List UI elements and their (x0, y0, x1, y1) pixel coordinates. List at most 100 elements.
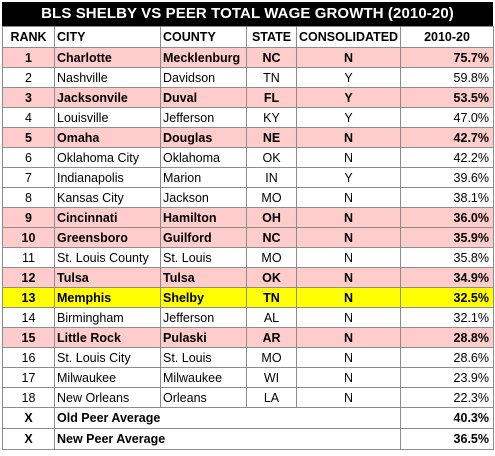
cell-rank: 2 (2, 67, 55, 88)
cell-consolidated: N (296, 347, 401, 368)
table-row: 3 Jacksonvile Duval FL Y 53.5% (2, 87, 494, 108)
cell-consolidated: N (296, 307, 401, 328)
cell-city: Greensboro (54, 227, 161, 248)
cell-county: Jefferson (160, 107, 247, 128)
cell-county: Jefferson (160, 307, 247, 328)
cell-county: Mecklenburg (160, 47, 247, 68)
cell-city: Kansas City (54, 187, 161, 208)
table-row: 15 Little Rock Pulaski AR N 28.8% (2, 327, 494, 348)
cell-rank: 9 (2, 207, 55, 228)
cell-county: Hamilton (160, 207, 247, 228)
cell-city: Charlotte (54, 47, 161, 68)
cell-state: AL (246, 307, 297, 328)
cell-growth: 32.5% (400, 287, 494, 308)
cell-state: WI (246, 367, 297, 388)
cell-state: NC (246, 47, 297, 68)
cell-county: Marion (160, 167, 247, 188)
cell-state: IN (246, 167, 297, 188)
cell-state: AR (246, 327, 297, 348)
cell-growth: 53.5% (400, 87, 494, 108)
cell-growth: 59.8% (400, 67, 494, 88)
cell-growth: 42.7% (400, 127, 494, 148)
average-rank: X (2, 428, 55, 450)
cell-rank: 1 (2, 47, 55, 68)
cell-county: St. Louis (160, 347, 247, 368)
cell-rank: 17 (2, 367, 55, 388)
table-body: RANK CITY COUNTY STATE CONSOLIDATED 2010… (2, 26, 494, 450)
cell-rank: 7 (2, 167, 55, 188)
wage-growth-table: RANK CITY COUNTY STATE CONSOLIDATED 2010… (2, 26, 494, 450)
cell-rank: 5 (2, 127, 55, 148)
header-county: COUNTY (160, 26, 247, 48)
cell-county: Shelby (160, 287, 247, 308)
cell-growth: 39.6% (400, 167, 494, 188)
cell-county: Douglas (160, 127, 247, 148)
average-rank: X (2, 407, 55, 429)
cell-county: Jackson (160, 187, 247, 208)
table-row: 10 Greensboro Guilford NC N 35.9% (2, 227, 494, 248)
cell-city: Jacksonvile (54, 87, 161, 108)
cell-city: Birmingham (54, 307, 161, 328)
cell-consolidated: Y (296, 167, 401, 188)
cell-consolidated: Y (296, 107, 401, 128)
table-row: 9 Cincinnati Hamilton OH N 36.0% (2, 207, 494, 228)
cell-consolidated: N (296, 187, 401, 208)
cell-rank: 11 (2, 247, 55, 268)
table-row: 17 Milwaukee Milwaukee WI N 23.9% (2, 367, 494, 388)
cell-growth: 35.8% (400, 247, 494, 268)
cell-city: New Orleans (54, 387, 161, 408)
cell-consolidated: Y (296, 87, 401, 108)
cell-city: Oklahoma City (54, 147, 161, 168)
cell-state: NE (246, 127, 297, 148)
cell-rank: 15 (2, 327, 55, 348)
cell-growth: 35.9% (400, 227, 494, 248)
cell-city: Cincinnati (54, 207, 161, 228)
cell-city: Little Rock (54, 327, 161, 348)
cell-growth: 23.9% (400, 367, 494, 388)
table-row: 11 St. Louis County St. Louis MO N 35.8% (2, 247, 494, 268)
cell-rank: 12 (2, 267, 55, 288)
table-row: 1 Charlotte Mecklenburg NC N 75.7% (2, 47, 494, 68)
table-row: 14 Birmingham Jefferson AL N 32.1% (2, 307, 494, 328)
cell-rank: 13 (2, 287, 55, 308)
cell-city: St. Louis City (54, 347, 161, 368)
cell-growth: 38.1% (400, 187, 494, 208)
cell-rank: 4 (2, 107, 55, 128)
cell-state: OK (246, 147, 297, 168)
header-state: STATE (246, 26, 297, 48)
cell-rank: 14 (2, 307, 55, 328)
cell-growth: 28.8% (400, 327, 494, 348)
cell-rank: 10 (2, 227, 55, 248)
header-city: CITY (54, 26, 161, 48)
cell-growth: 32.1% (400, 307, 494, 328)
average-growth: 40.3% (400, 407, 494, 429)
cell-consolidated: N (296, 287, 401, 308)
table-row: 2 Nashville Davidson TN Y 59.8% (2, 67, 494, 88)
cell-growth: 75.7% (400, 47, 494, 68)
header-growth: 2010-20 (400, 26, 494, 48)
cell-consolidated: N (296, 367, 401, 388)
cell-rank: 3 (2, 87, 55, 108)
cell-county: Pulaski (160, 327, 247, 348)
average-label: New Peer Average (54, 428, 401, 450)
table-row: 18 New Orleans Orleans LA N 22.3% (2, 387, 494, 408)
header-consolidated: CONSOLIDATED (296, 26, 401, 48)
cell-county: Orleans (160, 387, 247, 408)
cell-rank: 18 (2, 387, 55, 408)
cell-consolidated: N (296, 387, 401, 408)
cell-city: Indianapolis (54, 167, 161, 188)
cell-state: NC (246, 227, 297, 248)
cell-county: Oklahoma (160, 147, 247, 168)
cell-growth: 36.0% (400, 207, 494, 228)
cell-city: Omaha (54, 127, 161, 148)
cell-county: St. Louis (160, 247, 247, 268)
cell-state: MO (246, 187, 297, 208)
cell-state: TN (246, 67, 297, 88)
cell-county: Duval (160, 87, 247, 108)
cell-rank: 6 (2, 147, 55, 168)
cell-city: Nashville (54, 67, 161, 88)
table-row: 8 Kansas City Jackson MO N 38.1% (2, 187, 494, 208)
header-row: RANK CITY COUNTY STATE CONSOLIDATED 2010… (2, 26, 494, 48)
cell-state: FL (246, 87, 297, 108)
cell-city: Milwaukee (54, 367, 161, 388)
